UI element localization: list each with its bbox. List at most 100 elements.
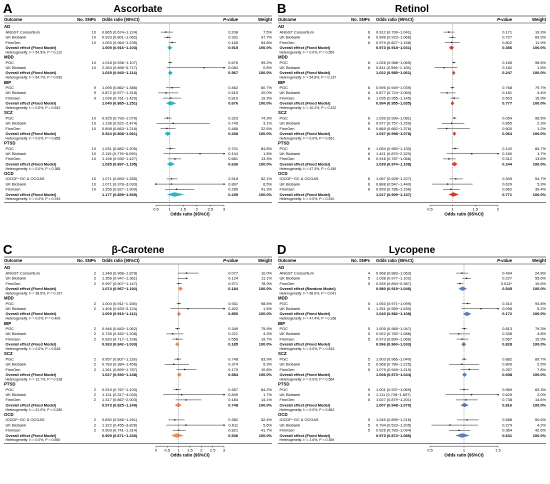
column-header-weight: Weight <box>258 258 272 263</box>
weight-value: 11.9% <box>535 40 546 45</box>
column-header-outcome: Outcome <box>278 258 297 263</box>
point-estimate <box>187 308 189 310</box>
study-label: PGC <box>280 115 289 120</box>
snp-count: 2 <box>94 367 96 372</box>
or-ci-value: 0.968 (0.780~1.225) <box>376 362 412 367</box>
or-ci-value: 0.888 (0.547~1.440) <box>376 181 412 186</box>
snp-count: 5 <box>368 276 370 281</box>
or-ci-value: 1.027 (0.879~1.201) <box>376 397 412 402</box>
x-tick-label: 2 <box>497 207 500 212</box>
or-ci-value: 1.035 (0.955~1.145) <box>376 95 412 100</box>
or-ci-value: 1.040 (0.865~1.251) <box>102 101 138 106</box>
heterogeneity-text: Heterogeneity: I² = 0.0%, P = 0.919 <box>6 197 61 201</box>
panel-label: A <box>3 2 13 16</box>
x-tick-label: 1 <box>463 448 466 453</box>
weight-value: 83.3% <box>535 387 547 392</box>
or-ci-value: 0.959 (0.786~1.156) <box>376 187 412 192</box>
study-label: UK Biobank <box>6 331 27 336</box>
overall-diamond <box>167 45 173 50</box>
snp-count: 2 <box>94 397 96 402</box>
weight-value: 100.0% <box>259 101 273 106</box>
group-label: MDD <box>278 55 288 60</box>
weight-value: 14.6% <box>535 397 547 402</box>
forest-panel-b: B Retinol Outcome No. SNPs Odds ratio (95%CI… <box>276 2 548 242</box>
weight-value: 98.5% <box>261 301 273 306</box>
study-label: FinnGen <box>280 156 295 161</box>
x-tick-label: 3 <box>223 207 226 212</box>
or-ci-value: 1.053 (0.971~1.099) <box>376 301 412 306</box>
point-estimate <box>170 183 173 185</box>
p-value: 0.124 <box>228 276 239 281</box>
point-estimate <box>465 399 467 401</box>
overall-label: Overall effect (Fixed Model) <box>280 45 332 50</box>
weight-value: 84.8% <box>261 146 273 151</box>
overall-diamond <box>462 311 472 317</box>
x-tick-label: 1 <box>168 207 171 212</box>
snp-count: 6 <box>368 95 370 100</box>
snp-count: 5 <box>368 428 370 433</box>
overall-diamond <box>166 161 175 167</box>
snp-count: 6 <box>368 90 370 95</box>
p-value: 0.600 <box>502 126 513 131</box>
study-label: FinnGen <box>6 126 21 131</box>
overall-label: Overall effect (Fixed Model) <box>6 311 58 316</box>
heterogeneity-text: Heterogeneity: I² = 0.0%, P = 0.858 <box>6 136 61 140</box>
snp-count: 2 <box>94 281 96 286</box>
or-ci-value: 1.251 (0.959~1.630) <box>376 306 412 311</box>
column-header-outcome: Outcome <box>278 17 297 22</box>
x-axis-label: Odds ratio (95%CI) <box>170 212 210 217</box>
x-tick-label: 0.5 <box>427 448 433 453</box>
forest-panel-d: D Lycopene Outcome No. SNPs Odds ratio (95%C… <box>276 243 548 483</box>
study-label: FinnGen <box>6 397 21 402</box>
heterogeneity-text: Heterogeneity: I² = 2.6%, P = 0.359 <box>280 438 335 442</box>
weight-value: 14.1% <box>261 397 273 402</box>
or-ci-value: 0.877 (0.724~1.063) <box>376 90 412 95</box>
overall-label: Overall effect (Fixed Model) <box>280 161 332 166</box>
weight-value: 2.5% <box>537 362 546 367</box>
point-estimate <box>199 153 201 155</box>
group-label: OCD <box>4 412 14 417</box>
or-ci-value: 1.043 (0.982~1.108) <box>376 311 412 316</box>
snp-count: 2 <box>94 270 96 275</box>
or-ci-value: 0.980 (0.919~1.046) <box>376 286 412 291</box>
or-ci-value: 1.005 (0.916~1.103) <box>102 45 138 50</box>
heterogeneity-text: Heterogeneity: I² = 0.0%, P = 0.642 <box>6 106 61 110</box>
point-estimate <box>458 333 460 335</box>
point-estimate <box>176 328 179 330</box>
study-label: FinnGen <box>6 187 21 192</box>
overall-diamond <box>177 372 182 377</box>
p-value: 0.816 <box>502 402 513 407</box>
or-ci-value: 1.256 (0.827~1.909) <box>102 187 138 192</box>
weight-value: 4.4% <box>537 90 546 95</box>
overall-diamond <box>166 192 185 197</box>
weight-value: 69.9% <box>535 35 547 40</box>
p-value: 0.748 <box>228 356 238 361</box>
p-value: 0.636 <box>228 161 239 166</box>
heterogeneity-text: Heterogeneity: I² = 38.5%, P = 0.197 <box>6 291 63 295</box>
heterogeneity-text: Heterogeneity: I² = 12.7%, P = 0.318 <box>6 377 63 381</box>
or-ci-value: 0.916 (0.787~1.066) <box>376 156 412 161</box>
heterogeneity-text: Heterogeneity: I² = 68.6%, P = 0.041 <box>280 291 337 295</box>
or-ci-value: 0.957 (0.807~1.118) <box>102 356 138 361</box>
p-value: 0.745 <box>228 121 238 126</box>
or-ci-value: 1.008 (0.973~1.044) <box>376 372 412 377</box>
x-axis-label: Odds ratio (95%CI) <box>444 212 484 217</box>
snp-count: 10 <box>92 60 97 65</box>
heterogeneity-text: Heterogeneity: I² = 0.0%, P = 0.559 <box>280 50 335 54</box>
overall-label: Overall effect (Fixed Model) <box>280 342 332 347</box>
point-estimate <box>461 338 463 340</box>
weight-value: 1.7% <box>263 392 272 397</box>
weight-value: 10.8% <box>261 367 273 372</box>
or-ci-value: 1.025 (0.943~1.114) <box>102 70 138 75</box>
study-label: FinnGen <box>6 428 21 433</box>
point-estimate <box>463 328 465 330</box>
snp-count: 6 <box>368 181 370 186</box>
heterogeneity-text: Heterogeneity: I² = 0.0%, P = 0.564 <box>280 377 335 381</box>
point-estimate <box>451 87 454 89</box>
ci-arrow <box>497 393 500 396</box>
panel-label: D <box>277 243 286 257</box>
or-ci-value: 1.095 (0.862~1.386) <box>102 85 138 90</box>
overall-label: Overall effect (Fixed Model) <box>280 192 332 197</box>
or-ci-value: 1.022 (0.985~1.061) <box>376 70 412 75</box>
